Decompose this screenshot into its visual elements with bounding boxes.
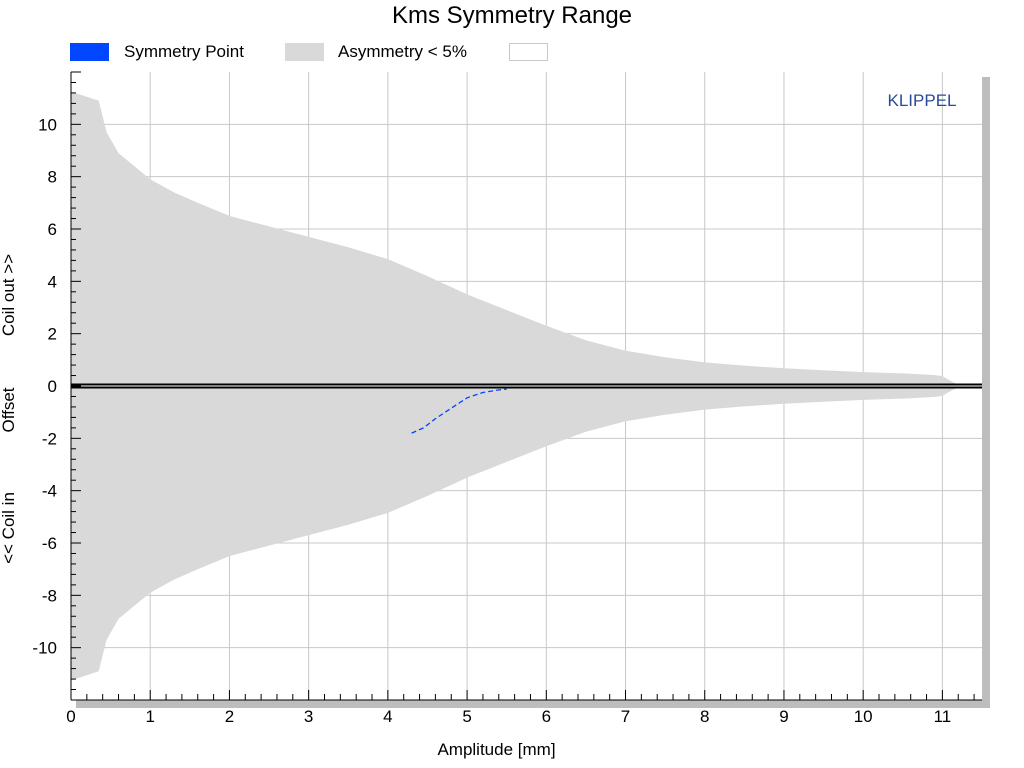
y-tick-label: 8	[48, 168, 57, 187]
legend-swatch-asymmetry	[285, 43, 324, 61]
legend-swatch-symmetry-point	[70, 43, 109, 61]
y-axis-label-part: << Coil in	[0, 492, 18, 564]
x-axis-label: Amplitude [mm]	[437, 740, 555, 759]
x-tick-label: 10	[854, 707, 873, 726]
x-tick-label: 7	[621, 707, 630, 726]
watermark-klippel: KLIPPEL	[888, 91, 957, 110]
legend-label-asymmetry: Asymmetry < 5%	[338, 42, 467, 61]
x-tick-label: 8	[700, 707, 709, 726]
x-tick-label: 9	[779, 707, 788, 726]
y-tick-label: 6	[48, 220, 57, 239]
y-tick-label: -2	[42, 429, 57, 448]
y-tick-label: -8	[42, 586, 57, 605]
y-axis-label-part: Offset	[0, 387, 18, 432]
x-tick-label: 2	[225, 707, 234, 726]
y-tick-label: 4	[48, 272, 57, 291]
legend-label-symmetry-point: Symmetry Point	[124, 42, 244, 61]
x-tick-label: 5	[462, 707, 471, 726]
y-tick-label: -4	[42, 482, 57, 501]
x-tick-label: 4	[383, 707, 392, 726]
legend-swatch-empty	[509, 43, 548, 61]
series-symmetry-point	[411, 388, 507, 434]
chart-title: Kms Symmetry Range	[391, 2, 633, 29]
x-tick-label: 1	[145, 707, 154, 726]
x-tick-label: 3	[304, 707, 313, 726]
y-tick-label: 2	[48, 325, 57, 344]
y-tick-label: -6	[42, 534, 57, 553]
y-tick-label: 10	[38, 115, 57, 134]
y-tick-label: 0	[48, 377, 57, 396]
y-tick-label: -10	[32, 639, 57, 658]
x-tick-label: 11	[934, 707, 952, 726]
x-tick-label: 6	[542, 707, 551, 726]
y-axis-label-part: Coil out >>	[0, 254, 18, 336]
x-tick-label: 0	[66, 707, 75, 726]
